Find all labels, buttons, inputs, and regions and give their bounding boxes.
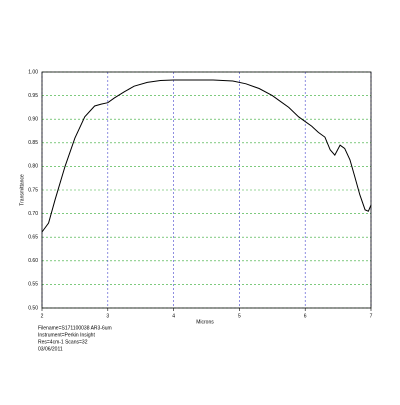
x-tick-label: 3: [106, 313, 109, 319]
y-tick-label: 1.00: [28, 69, 38, 75]
x-tick-label: 4: [172, 313, 175, 319]
y-tick-label: 0.65: [28, 235, 38, 241]
annotation: Filename=S171100038 AR3-6um: [38, 325, 112, 331]
y-axis-label: Transmittance: [19, 174, 25, 206]
y-tick-label: 0.90: [28, 117, 38, 123]
annotation: 03/06/2011: [38, 346, 63, 352]
y-tick-label: 0.80: [28, 164, 38, 170]
y-tick-label: 0.85: [28, 140, 38, 146]
annotation: Instrument=Perkin Insight: [38, 332, 95, 338]
data-line: [41, 79, 372, 233]
y-tick-label: 0.95: [28, 93, 38, 99]
y-tick-label: 0.75: [28, 187, 38, 193]
plot-frame: [41, 71, 372, 309]
x-tick-label: 7: [370, 313, 373, 319]
x-tick-label: 2: [41, 313, 44, 319]
x-axis-label: Microns: [196, 319, 214, 325]
y-tick-label: 0.60: [28, 258, 38, 264]
y-tick-label: 0.70: [28, 211, 38, 217]
y-tick-label: 0.55: [28, 282, 38, 288]
annotation: Res=4cm-1 Scans=32: [38, 339, 88, 345]
y-tick-label: 0.50: [28, 305, 38, 311]
x-tick-label: 5: [238, 313, 241, 319]
x-tick-label: 6: [304, 313, 307, 319]
